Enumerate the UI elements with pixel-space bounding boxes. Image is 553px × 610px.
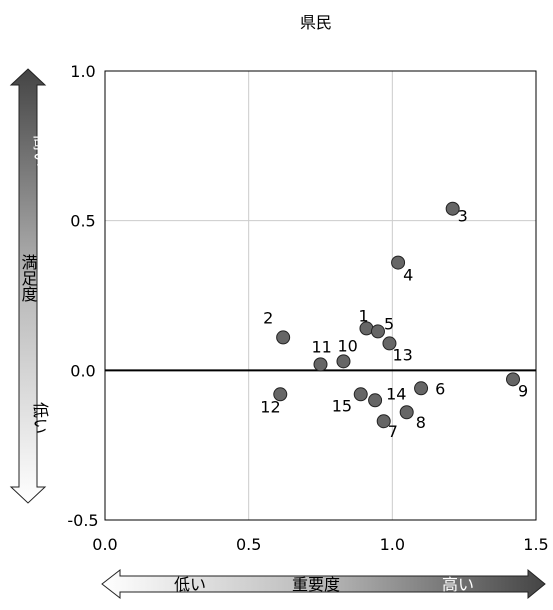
x-arrow-high-label: 高い <box>442 575 474 594</box>
gridlines <box>104 70 537 521</box>
data-point-10 <box>336 354 351 369</box>
x-tick-labels: 0.0 0.5 1.0 1.5 <box>92 535 548 554</box>
data-label-14: 14 <box>386 384 406 403</box>
y-arrow-main-text: 満足度 <box>19 254 38 302</box>
x-tick-label: 1.5 <box>523 535 548 554</box>
y-axis-arrow: 高い 満足度 低い <box>9 68 50 504</box>
data-label-1: 1 <box>358 306 368 325</box>
data-point-2 <box>276 330 291 345</box>
y-tick-labels: -0.5 0.0 0.5 1.0 <box>67 62 98 530</box>
data-point-6 <box>414 381 429 396</box>
data-label-7: 7 <box>388 422 398 441</box>
x-tick-label: 1.0 <box>380 535 405 554</box>
data-point-4 <box>391 255 406 270</box>
x-arrow-main-label: 重要度 <box>292 575 340 594</box>
y-tick-label: 0.5 <box>70 212 95 231</box>
x-tick-label: 0.5 <box>236 535 261 554</box>
data-label-5: 5 <box>384 314 394 333</box>
y-tick-label: -0.5 <box>67 511 98 530</box>
plot-area <box>104 70 537 521</box>
x-tick-label: 0.0 <box>92 535 117 554</box>
chart-title: 県民 <box>300 13 332 32</box>
data-point-13 <box>382 336 397 351</box>
y-arrow-high-label: 高い <box>31 135 50 167</box>
data-label-3: 3 <box>458 207 468 226</box>
data-point-7 <box>376 414 391 429</box>
y-arrow-shape <box>9 68 47 504</box>
data-label-11: 11 <box>312 337 332 356</box>
x-axis-arrow: 低い 重要度 高い <box>101 568 546 600</box>
y-tick-label: 1.0 <box>70 62 95 81</box>
data-label-8: 8 <box>416 413 426 432</box>
data-point-12 <box>273 387 288 402</box>
y-tick-label: 0.0 <box>70 361 95 380</box>
data-point-11 <box>313 357 328 372</box>
data-label-2: 2 <box>263 308 273 327</box>
data-point-3 <box>445 201 460 216</box>
data-point-15 <box>353 387 368 402</box>
y-arrow-main-label: 満足度 <box>19 254 38 302</box>
data-label-12: 12 <box>260 397 280 416</box>
y-arrow-low-text: 低い <box>31 402 50 434</box>
data-point-14 <box>368 393 383 408</box>
data-point-8 <box>399 405 414 420</box>
data-point-9 <box>506 372 521 387</box>
data-label-10: 10 <box>337 336 357 355</box>
data-label-15: 15 <box>332 396 352 415</box>
y-arrow-high-text: 高い <box>31 135 50 167</box>
y-arrow-low-label: 低い <box>31 402 50 434</box>
x-arrow-low-label: 低い <box>174 575 206 594</box>
data-label-6: 6 <box>435 379 445 398</box>
data-label-9: 9 <box>518 381 528 400</box>
data-label-4: 4 <box>403 266 413 285</box>
data-point-5 <box>370 324 385 339</box>
data-label-13: 13 <box>392 345 412 364</box>
x-arrow-shape <box>101 568 546 600</box>
